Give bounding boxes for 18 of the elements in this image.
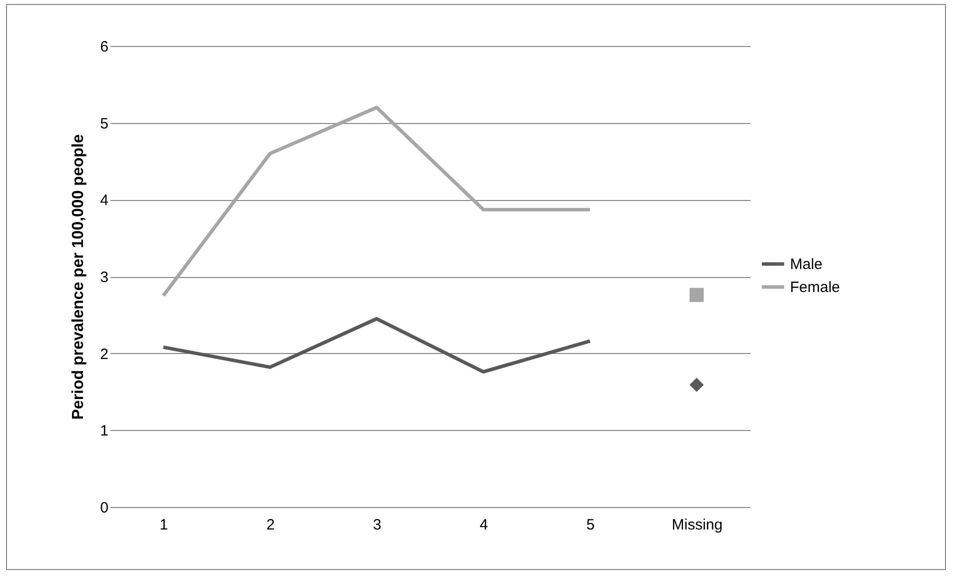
legend-label: Male (790, 256, 823, 273)
line-series (162, 106, 592, 298)
line-series (162, 317, 592, 374)
y-tick-label: 2 (100, 346, 108, 363)
y-tick-label: 0 (100, 500, 108, 516)
x-tick-label: 4 (480, 516, 488, 534)
y-tick-label: 4 (100, 192, 108, 210)
y-tick-label: 3 (100, 269, 108, 286)
x-tick-label: 1 (160, 516, 168, 534)
y-tick-label: 6 (100, 38, 108, 56)
y-axis-title: Period prevalence per 100,000 people (70, 134, 88, 420)
y-tick-label: 5 (100, 115, 108, 132)
y-tick-label: 1 (100, 422, 108, 440)
legend-label: Female (790, 279, 840, 296)
x-tick-label: 2 (266, 516, 275, 534)
x-tick-label: 5 (586, 516, 595, 534)
x-tick-label: 3 (372, 516, 382, 534)
x-tick-label: Missing (672, 516, 723, 534)
